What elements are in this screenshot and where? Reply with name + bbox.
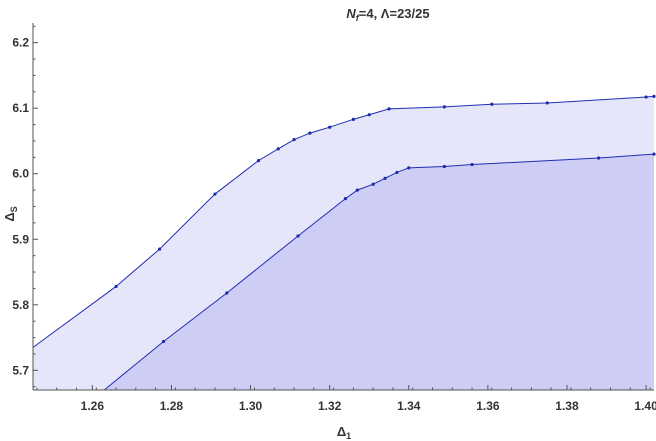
upper-boundary-point xyxy=(442,105,446,109)
y-tick-label: 6.2 xyxy=(12,36,29,50)
data-markers xyxy=(114,94,656,344)
lower-boundary-point xyxy=(161,339,166,344)
lower-boundary-point xyxy=(395,170,399,175)
lower-boundary-point xyxy=(296,234,300,238)
x-tick-label: 1.36 xyxy=(476,399,500,413)
x-tick-label: 1.38 xyxy=(555,399,579,413)
y-tick-label: 5.7 xyxy=(12,363,29,377)
upper-boundary-point xyxy=(328,125,332,129)
lower-boundary-point xyxy=(652,152,656,156)
x-tick-label: 1.34 xyxy=(397,399,421,413)
upper-boundary-point xyxy=(387,107,391,111)
x-tick-label: 1.26 xyxy=(81,399,105,413)
lower-boundary-point xyxy=(225,291,229,295)
y-tick-label: 6.0 xyxy=(12,167,29,181)
upper-boundary-point xyxy=(490,102,494,106)
upper-boundary-point xyxy=(157,247,162,251)
lower-boundary-point xyxy=(597,156,601,160)
y-axis-label: ΔS xyxy=(2,206,19,221)
lower-boundary-point xyxy=(442,164,446,169)
lower-boundary-point xyxy=(355,188,359,192)
region-fills xyxy=(33,96,654,391)
upper-boundary-point xyxy=(256,159,261,163)
upper-boundary-point xyxy=(351,117,355,121)
x-axis-label: Δ1 xyxy=(337,424,351,441)
upper-boundary-point xyxy=(114,284,118,289)
upper-boundary-point xyxy=(652,94,656,98)
y-tick-label: 5.9 xyxy=(12,232,29,246)
y-tick-label: 5.8 xyxy=(12,298,29,312)
x-tick-label: 1.30 xyxy=(239,399,263,413)
lower-boundary-line xyxy=(103,153,655,391)
upper-boundary-point xyxy=(292,138,296,142)
upper-boundary-point xyxy=(308,131,312,135)
chart-title: Nf=4, Λ=23/25 xyxy=(346,6,429,23)
x-tick-label: 1.32 xyxy=(318,399,342,413)
y-ticks: 5.7 5.8 5.9 6.0 6.1 6.2 xyxy=(12,25,38,388)
lower-boundary-point xyxy=(343,197,348,201)
x-tick-label: 1.40 xyxy=(634,399,656,413)
y-tick-label: 6.1 xyxy=(12,101,29,115)
x-tick-label: 1.28 xyxy=(160,399,184,413)
lower-boundary-point xyxy=(371,182,375,186)
x-ticks: 1.26 1.28 1.30 1.32 1.34 1.36 1.38 1.40 xyxy=(36,385,656,413)
lower-boundary-point xyxy=(470,162,474,167)
lower-boundary-point xyxy=(383,176,387,180)
lower-region-fill xyxy=(104,154,654,390)
upper-boundary-point xyxy=(367,113,371,117)
upper-boundary-point xyxy=(276,147,280,151)
upper-boundary-point xyxy=(213,192,217,196)
upper-boundary-point xyxy=(644,95,648,99)
lower-boundary-point xyxy=(407,166,411,170)
upper-boundary-point xyxy=(545,101,549,105)
